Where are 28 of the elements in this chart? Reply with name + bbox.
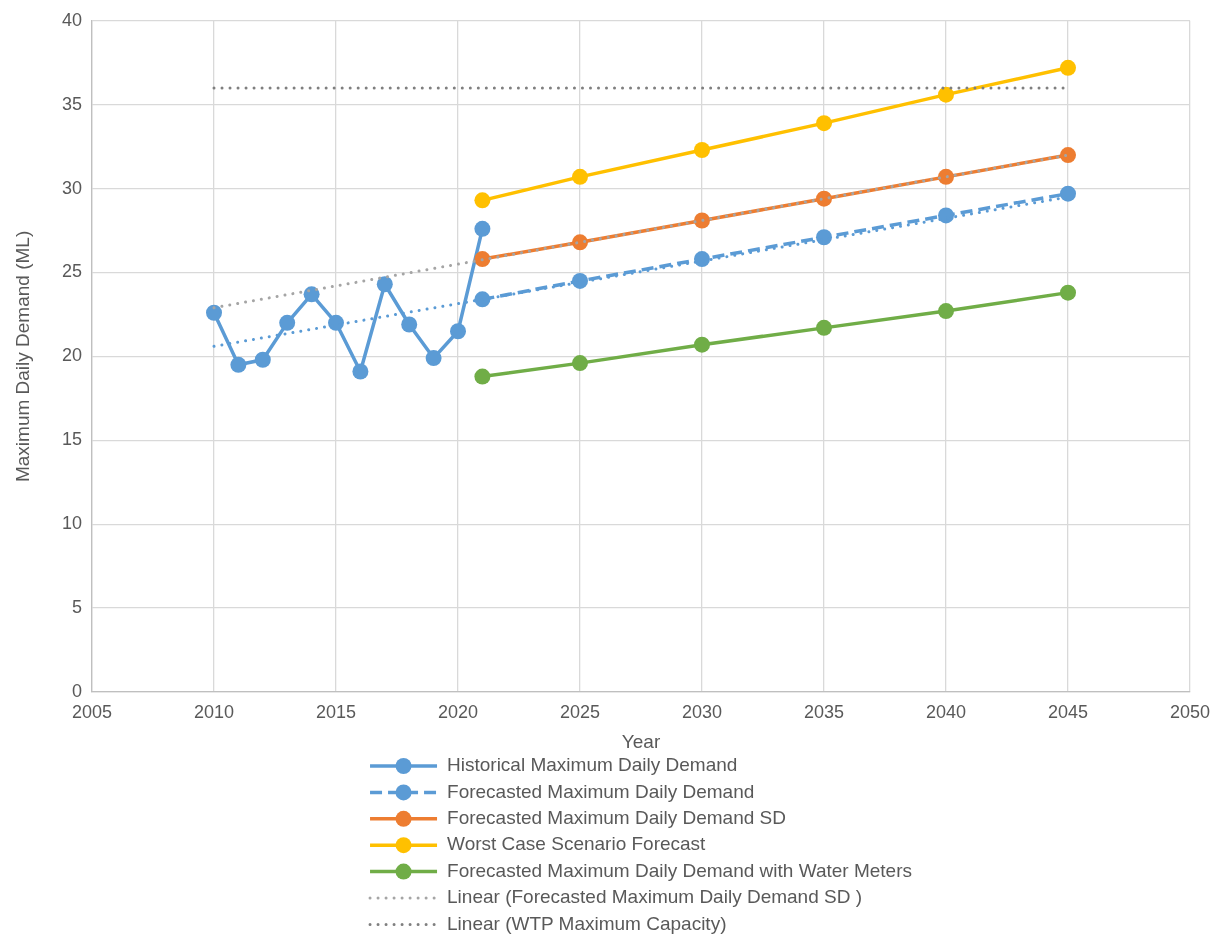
y-tick-label: 5 bbox=[71, 597, 82, 618]
legend-label: Forecasted Maximum Daily Demand SD bbox=[447, 807, 786, 829]
legend-label: Forecasted Maximum Daily Demand with Water Meters bbox=[447, 859, 912, 881]
y-tick-label: 40 bbox=[61, 9, 82, 30]
x-tick-label: 2030 bbox=[681, 701, 723, 722]
y-tick-label: 0 bbox=[71, 680, 82, 701]
x-tick-label: 2040 bbox=[925, 701, 967, 722]
y-tick-label: 20 bbox=[61, 345, 82, 366]
y-tick-label: 25 bbox=[61, 261, 82, 282]
y-tick-label: 35 bbox=[61, 93, 82, 114]
x-tick-label: 2020 bbox=[437, 701, 479, 722]
x-tick-label: 2015 bbox=[315, 701, 357, 722]
x-tick-label: 2050 bbox=[1169, 701, 1211, 722]
legend-label: Worst Case Scenario Forecast bbox=[447, 833, 707, 855]
y-tick-label: 10 bbox=[61, 513, 82, 534]
x-tick-label: 2005 bbox=[71, 701, 113, 722]
y-tick-label: 30 bbox=[61, 177, 82, 198]
x-tick-label: 2045 bbox=[1047, 701, 1089, 722]
legend-label: Linear (WTP Maximum Capacity) bbox=[447, 912, 727, 934]
legend-label: Forecasted Maximum Daily Demand bbox=[447, 780, 755, 802]
legend-label: Historical Maximum Daily Demand bbox=[447, 754, 738, 776]
x-tick-label: 2025 bbox=[559, 701, 601, 722]
x-tick-label: 2035 bbox=[803, 701, 845, 722]
y-tick-label: 15 bbox=[61, 429, 82, 450]
x-tick-label: 2010 bbox=[193, 701, 235, 722]
legend-label: Linear (Forecasted Maximum Daily Demand SD ) bbox=[447, 886, 863, 908]
x-axis-title: Year bbox=[621, 730, 661, 752]
y-axis-title: Maximum Daily Demand (ML) bbox=[11, 230, 33, 483]
